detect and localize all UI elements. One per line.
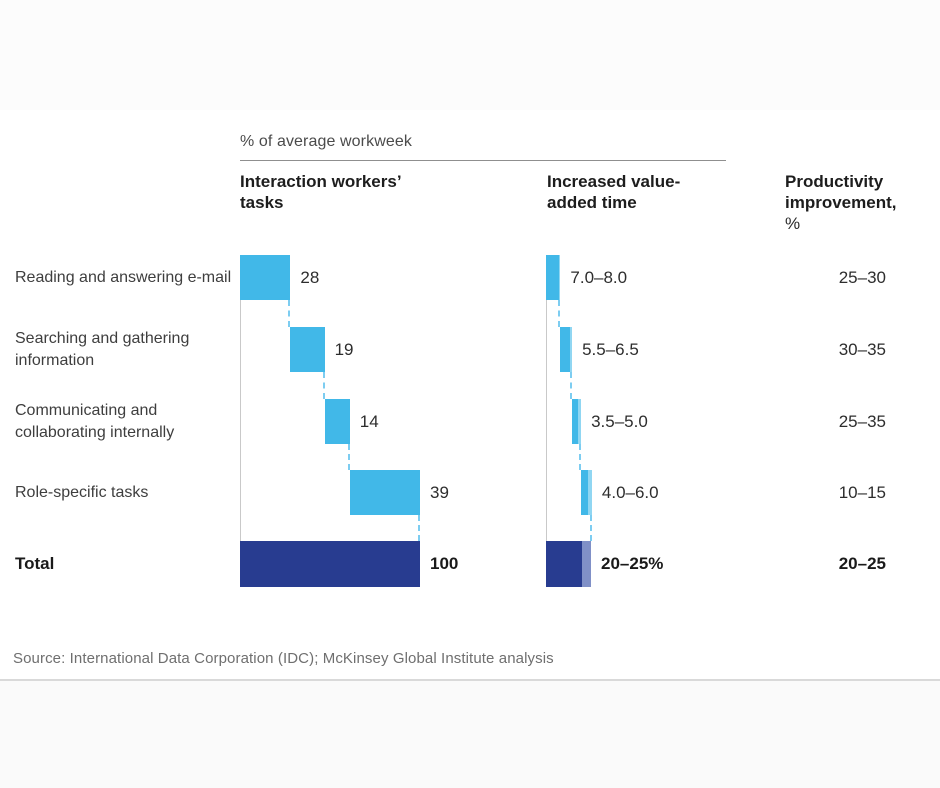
bar-value-label: 3.5–5.0	[591, 411, 648, 431]
total-value-label: 20–25%	[601, 554, 664, 573]
bottom-divider-line	[0, 679, 940, 681]
value-added-bar	[581, 470, 589, 515]
task-bar	[290, 327, 325, 372]
task-bar	[240, 255, 291, 300]
productivity-value: 25–35	[838, 411, 886, 431]
task-bar	[349, 470, 420, 515]
connector-line	[418, 515, 420, 541]
row-label-total: Total	[15, 554, 55, 573]
column-header-value-added: Increased value-added time	[547, 172, 681, 212]
value-added-bar-range-tip	[558, 255, 561, 300]
value-added-bar	[560, 327, 571, 372]
row-label: Communicating and collaborating internal…	[15, 401, 175, 441]
column-header-productivity: Productivity improvement, %	[785, 171, 910, 234]
total-bar-range-tip	[582, 541, 591, 587]
connector-line	[558, 300, 561, 327]
value-added-bar	[572, 399, 579, 444]
column-header-productivity-unit: %	[785, 214, 801, 233]
task-bar	[324, 399, 350, 444]
column-header-tasks: Interaction workers’ tasks	[240, 172, 401, 212]
top-margin-band	[0, 0, 940, 110]
connector-line	[288, 300, 291, 327]
value-added-bar	[546, 255, 559, 300]
connector-line	[579, 444, 582, 470]
productivity-value: 10–15	[838, 482, 886, 502]
bar-value-label: 28	[300, 267, 320, 287]
connector-line	[322, 372, 325, 399]
bar-value-label: 14	[359, 411, 379, 431]
row-label: Reading and answering e-mail	[15, 268, 232, 286]
productivity-value: 25–30	[838, 267, 886, 287]
column-header-productivity-text: Productivity improvement,	[785, 172, 897, 212]
baseline-axis-2	[546, 255, 547, 587]
connector-line	[589, 515, 592, 541]
total-value-label: 100	[430, 554, 459, 573]
connector-line	[347, 444, 350, 470]
bar-value-label: 7.0–8.0	[570, 267, 628, 287]
bar-value-label: 4.0–6.0	[601, 482, 659, 502]
total-bar	[546, 541, 582, 587]
productivity-value: 30–35	[838, 339, 886, 359]
value-added-bar-range-tip	[588, 470, 592, 515]
title-underline	[240, 160, 726, 161]
bottom-margin-band	[0, 681, 940, 788]
productivity-total-value: 20–25	[838, 554, 886, 573]
source-text: Source: International Data Corporation (…	[13, 650, 554, 667]
bar-value-label: 5.5–6.5	[582, 339, 639, 359]
total-bar	[240, 541, 420, 587]
value-added-bar-range-tip	[570, 327, 573, 372]
baseline-axis-1	[240, 255, 241, 587]
bar-value-label: 39	[430, 482, 449, 502]
row-label: Searching and gathering information	[15, 329, 190, 369]
connector-line	[570, 372, 573, 399]
bar-value-label: 19	[334, 339, 354, 359]
value-added-bar-range-tip	[578, 399, 582, 444]
chart-title: % of average workweek	[240, 133, 412, 150]
row-label: Role-specific tasks	[15, 483, 149, 501]
